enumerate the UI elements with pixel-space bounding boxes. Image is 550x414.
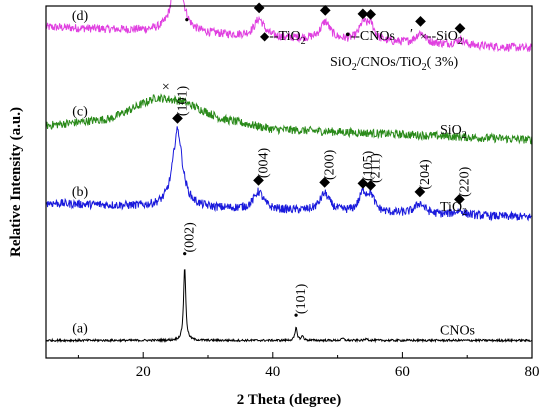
series-a-line bbox=[45, 269, 532, 344]
series-b-hkl-1: (004) bbox=[257, 148, 272, 179]
series-b-hkl-5: (204) bbox=[418, 159, 433, 190]
series-a-name: CNOs bbox=[440, 323, 475, 338]
legend-item-2: ×--SiO2 bbox=[420, 29, 463, 47]
series-b-hkl-6: (220) bbox=[457, 166, 472, 197]
ticks-layer: 20 40 60 80 bbox=[77, 352, 540, 380]
markers-layer: (d)◆•◆◆◆◆◆◆(c)SiO2×(b)TiO2◆(101)◆(004)◆(… bbox=[72, 0, 475, 338]
series-b-peak-marker-6: ◆ bbox=[454, 192, 465, 207]
series-b-hkl-3: (105) bbox=[361, 150, 376, 181]
series-c-line bbox=[45, 93, 533, 145]
legend-item-0: ◆--TiO2 bbox=[260, 29, 306, 47]
x-tick-label-20: 20 bbox=[136, 364, 151, 380]
series-b-name: TiO2 bbox=[440, 200, 467, 218]
series-b-hkl-4: (211) bbox=[369, 153, 384, 183]
series-d-peak-marker-1: • bbox=[184, 14, 189, 29]
series-d-label: (d) bbox=[72, 9, 89, 24]
legend-sample-note: SiO2/CNOs/TiO2( 3%) bbox=[330, 55, 458, 73]
series-d-line bbox=[45, 0, 533, 53]
series-d-peak-marker-7: ◆ bbox=[455, 21, 466, 36]
x-tick-label-40: 40 bbox=[265, 364, 280, 380]
plot-frame bbox=[45, 5, 533, 359]
x-tick-label-80: 80 bbox=[525, 364, 540, 380]
series-d-peak-marker-6: ◆ bbox=[415, 14, 426, 29]
series-b-peak-marker-5: ◆ bbox=[415, 185, 426, 200]
series-b-line bbox=[45, 126, 532, 222]
series-d-peak-marker-3: ◆ bbox=[320, 3, 331, 18]
series-d-peak-marker-5: ◆ bbox=[365, 7, 376, 22]
legend-item-1: •--CNOs bbox=[345, 27, 395, 44]
series-c-peak-marker-0: × bbox=[162, 80, 170, 95]
series-b-peak-marker-3: ◆ bbox=[357, 176, 368, 191]
plot-layer bbox=[45, 0, 533, 344]
series-b-peak-marker-1: ◆ bbox=[253, 173, 264, 188]
series-a-hkl-1: (101) bbox=[294, 283, 309, 314]
series-a-label: (a) bbox=[72, 321, 88, 336]
x-axis-title: 2 Theta (degree) bbox=[237, 392, 341, 408]
series-b-peak-marker-2: ◆ bbox=[319, 175, 330, 190]
series-b-hkl-2: (200) bbox=[323, 149, 338, 180]
series-a-hkl-0: (002) bbox=[183, 222, 198, 253]
series-a-peak-marker-0: • bbox=[182, 247, 187, 262]
series-a-peak-marker-1: • bbox=[294, 309, 299, 324]
series-b-peak-marker-0: ◆ bbox=[172, 111, 183, 126]
series-c-name: SiO2 bbox=[440, 123, 467, 141]
legend: ◆--TiO2 •--CNOs ×--SiO2 ′ SiO2/CNOs/TiO2( 3%… bbox=[260, 27, 463, 73]
x-tick-label-60: 60 bbox=[395, 364, 410, 380]
series-d-peak-marker-4: ◆ bbox=[357, 7, 368, 22]
legend-prime: ′ bbox=[410, 27, 413, 42]
series-b-hkl-0: (101) bbox=[176, 85, 191, 116]
series-c-label: (c) bbox=[72, 105, 88, 120]
series-d-peak-marker-2: ◆ bbox=[254, 0, 265, 15]
y-axis-title: Relative Intensity (a.u.) bbox=[8, 107, 24, 257]
series-b-peak-marker-4: ◆ bbox=[365, 178, 376, 193]
series-b-label: (b) bbox=[72, 185, 89, 200]
